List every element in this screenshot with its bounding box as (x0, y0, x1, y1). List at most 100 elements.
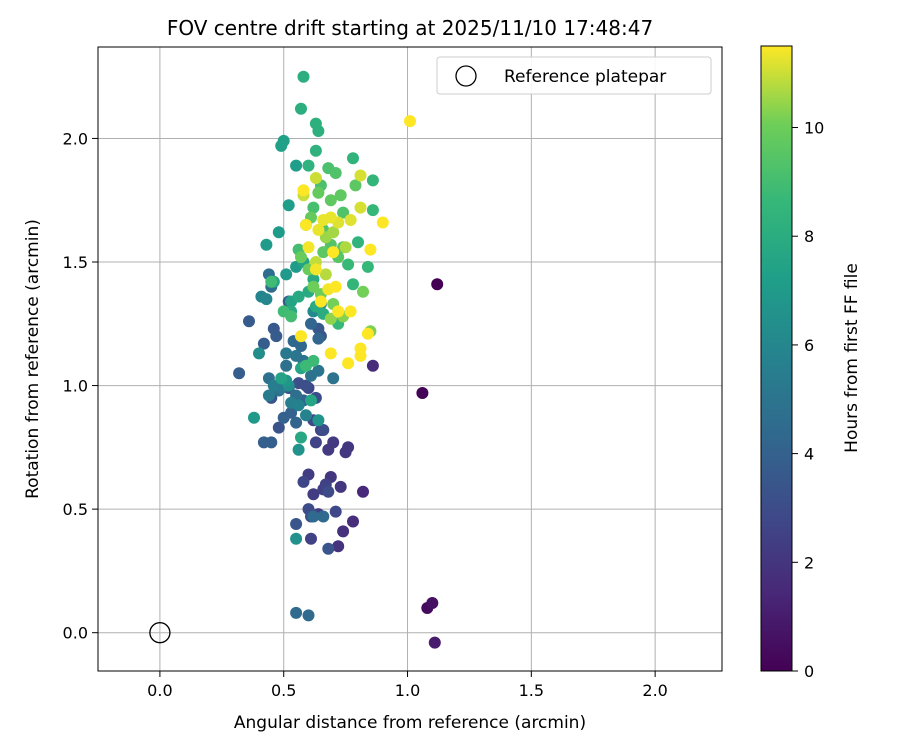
data-point (295, 431, 307, 444)
data-point (344, 305, 357, 318)
colorbar-tick-label: 10 (804, 119, 824, 138)
data-point (314, 295, 327, 308)
y-tick-label: 0.5 (63, 500, 88, 519)
data-point (322, 485, 335, 498)
colorbar-tick-label: 4 (804, 445, 814, 464)
data-point (324, 312, 337, 325)
data-point (295, 251, 307, 264)
data-point (317, 214, 330, 226)
data-point (361, 327, 374, 340)
data-point (280, 268, 293, 281)
data-point (404, 115, 416, 128)
data-point (290, 349, 303, 362)
x-axis-ticks: 0.0 0.5 1.0 1.5 2.0 (147, 671, 668, 700)
data-point (300, 218, 312, 231)
grid (98, 47, 722, 671)
data-point (312, 332, 325, 345)
data-point (312, 414, 325, 427)
data-point (290, 532, 303, 545)
data-point (357, 285, 369, 298)
data-point (300, 359, 312, 372)
legend-box (436, 56, 712, 95)
data-point (339, 241, 352, 254)
data-point (275, 139, 288, 152)
data-point (253, 347, 265, 360)
data-point (297, 184, 310, 197)
data-point (243, 315, 255, 328)
data-point (292, 399, 305, 412)
data-point (270, 330, 283, 343)
data-point (332, 540, 345, 553)
data-point (416, 387, 429, 399)
reference-platepar-marker (149, 622, 171, 644)
data-point (260, 238, 273, 251)
data-points (233, 70, 444, 649)
data-point (347, 515, 359, 528)
colorbar-label: Hours from first FF file (842, 263, 862, 453)
data-point (272, 421, 285, 434)
data-point (327, 226, 340, 239)
data-point (312, 186, 325, 199)
data-point (307, 280, 320, 293)
data-point (337, 206, 350, 219)
data-point (295, 102, 307, 115)
colorbar-tick-label: 0 (804, 662, 814, 681)
data-point (257, 337, 270, 350)
data-point (290, 606, 303, 619)
data-point (342, 258, 355, 271)
y-axis-label: Rotation from reference (arcmin) (23, 219, 43, 499)
data-point (332, 305, 345, 318)
x-axis-label: Angular distance from reference (arcmin) (234, 713, 586, 733)
data-point (354, 201, 367, 214)
data-point (260, 293, 273, 306)
data-point (290, 518, 303, 530)
data-point (366, 204, 379, 217)
data-point (309, 144, 322, 157)
reference-layer (149, 622, 171, 644)
data-point (347, 278, 359, 291)
data-point (267, 379, 280, 392)
data-point (322, 542, 335, 555)
colorbar-tick-label: 6 (804, 336, 814, 355)
data-point (357, 485, 369, 498)
data-point (342, 357, 355, 370)
legend-label: Reference platepar (504, 67, 666, 87)
data-point (297, 70, 310, 83)
data-point (364, 243, 377, 256)
y-axis-ticks: 0.0 0.5 1.0 1.5 2.0 (63, 129, 98, 643)
data-point (309, 436, 322, 449)
data-point (302, 609, 315, 622)
chart-title: FOV centre drift starting at 2025/11/10 … (167, 16, 653, 40)
data-point (305, 394, 317, 407)
data-point (307, 201, 320, 214)
data-point (327, 372, 340, 385)
data-point (327, 246, 340, 259)
x-tick-label: 1.5 (519, 681, 544, 700)
data-point (300, 379, 312, 392)
data-point (344, 214, 357, 226)
data-point (280, 347, 293, 360)
data-point (327, 436, 340, 449)
data-point (262, 389, 275, 402)
data-point (342, 441, 355, 454)
data-point (352, 236, 364, 249)
data-point (307, 510, 320, 523)
x-tick-label: 0.0 (147, 681, 172, 700)
data-point (312, 125, 325, 137)
data-point (305, 317, 317, 330)
data-point (334, 480, 347, 493)
x-tick-label: 0.5 (271, 681, 296, 700)
data-point (248, 411, 260, 424)
data-point (428, 636, 441, 649)
data-point (300, 409, 312, 422)
data-point (272, 226, 285, 239)
data-point (285, 406, 298, 419)
data-point (312, 223, 325, 236)
data-point (337, 525, 350, 538)
data-point (366, 359, 379, 372)
data-point (233, 367, 246, 380)
data-point (354, 349, 367, 362)
data-point (334, 189, 347, 202)
legend-marker-icon (455, 65, 477, 87)
data-point (312, 364, 325, 377)
